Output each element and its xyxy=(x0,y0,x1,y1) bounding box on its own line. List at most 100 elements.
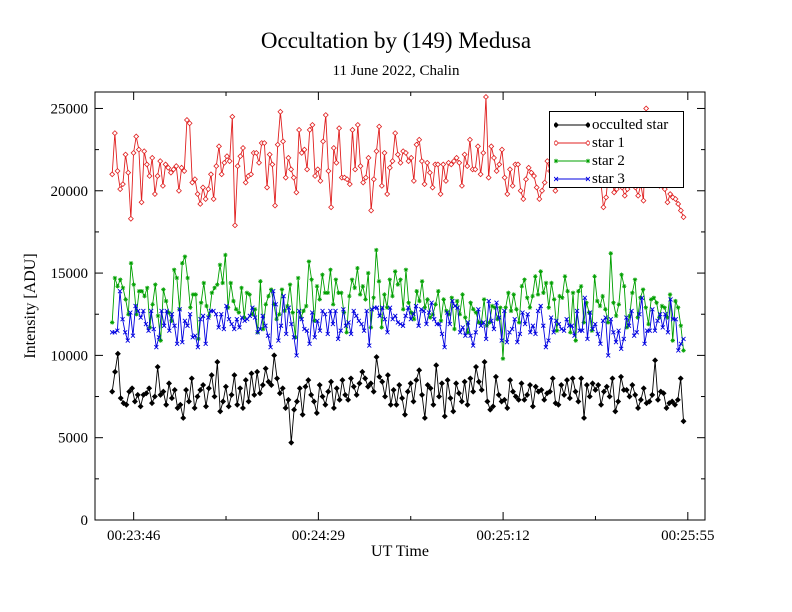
data-point xyxy=(618,373,624,380)
data-point xyxy=(188,305,193,310)
data-point xyxy=(197,386,204,393)
data-point xyxy=(330,302,336,307)
data-point xyxy=(392,269,398,274)
data-point xyxy=(543,344,549,350)
data-point xyxy=(523,176,529,183)
data-point xyxy=(154,344,159,350)
data-point xyxy=(182,254,188,259)
data-point xyxy=(312,172,319,179)
data-point xyxy=(293,335,298,340)
data-point xyxy=(538,303,544,309)
data-point xyxy=(611,300,616,305)
data-point xyxy=(139,288,145,294)
data-point xyxy=(181,168,188,174)
data-point xyxy=(242,377,249,384)
data-point xyxy=(540,323,546,329)
data-point xyxy=(642,341,647,347)
data-point xyxy=(549,280,554,286)
data-point xyxy=(453,380,460,387)
data-point xyxy=(520,310,525,315)
data-point xyxy=(481,320,486,325)
data-point xyxy=(224,303,229,309)
data-point xyxy=(467,375,474,382)
data-point xyxy=(507,330,512,335)
data-point xyxy=(128,310,133,315)
data-point xyxy=(648,297,654,302)
data-point xyxy=(185,398,192,405)
data-point xyxy=(632,277,638,282)
legend-label: star 2 xyxy=(592,153,625,169)
data-point xyxy=(155,313,161,319)
data-point xyxy=(457,312,463,317)
data-point xyxy=(639,295,645,301)
data-point xyxy=(316,382,323,388)
plot-frame xyxy=(94,91,706,521)
data-point xyxy=(662,305,667,310)
data-point xyxy=(382,393,389,400)
series-star-2 xyxy=(109,247,686,361)
data-point xyxy=(578,284,584,289)
data-point xyxy=(414,288,419,294)
data-point xyxy=(182,318,188,324)
data-point xyxy=(128,261,134,266)
data-point xyxy=(621,192,628,199)
data-point xyxy=(637,396,644,403)
data-point xyxy=(138,199,145,206)
data-point xyxy=(681,348,686,353)
data-point xyxy=(293,398,300,405)
data-point xyxy=(613,313,619,319)
data-point xyxy=(338,328,344,334)
data-point xyxy=(328,378,335,385)
data-point xyxy=(493,168,500,174)
data-point xyxy=(228,280,233,286)
data-point xyxy=(348,331,354,337)
data-point xyxy=(613,339,619,345)
data-point xyxy=(325,168,332,174)
data-point xyxy=(226,158,233,165)
data-point xyxy=(574,308,580,314)
data-point xyxy=(635,192,642,199)
data-point xyxy=(677,207,684,214)
data-point xyxy=(549,375,556,382)
data-point xyxy=(169,311,175,317)
data-point xyxy=(232,222,238,229)
data-point xyxy=(339,377,346,384)
data-point xyxy=(180,261,185,266)
data-point xyxy=(589,380,596,387)
data-point xyxy=(646,398,653,405)
data-point xyxy=(680,418,687,425)
data-point xyxy=(281,293,286,299)
data-point xyxy=(640,287,646,292)
data-point xyxy=(418,306,424,312)
data-point xyxy=(568,330,573,335)
data-point xyxy=(129,385,136,392)
data-point xyxy=(436,393,443,400)
data-point xyxy=(328,267,333,272)
data-point xyxy=(200,382,207,388)
data-point xyxy=(229,321,234,327)
data-point xyxy=(589,328,595,333)
data-point xyxy=(117,186,124,193)
data-point xyxy=(483,336,489,342)
data-point xyxy=(665,315,670,320)
data-point xyxy=(164,308,170,314)
data-point xyxy=(448,161,455,168)
data-point xyxy=(487,406,494,413)
data-point xyxy=(676,348,681,353)
data-point xyxy=(309,310,315,315)
data-point xyxy=(543,280,549,286)
data-point xyxy=(389,158,396,165)
data-point xyxy=(621,336,627,342)
data-point xyxy=(663,405,670,412)
data-point xyxy=(437,191,444,198)
data-point xyxy=(535,308,541,314)
chart-title: Occultation by (149) Medusa xyxy=(260,28,532,53)
data-point xyxy=(494,300,499,306)
data-point xyxy=(654,396,661,403)
data-point xyxy=(177,306,183,312)
data-point xyxy=(117,288,123,294)
data-point xyxy=(278,323,284,329)
data-point xyxy=(289,321,294,327)
data-point xyxy=(234,316,240,322)
data-point xyxy=(554,328,560,333)
